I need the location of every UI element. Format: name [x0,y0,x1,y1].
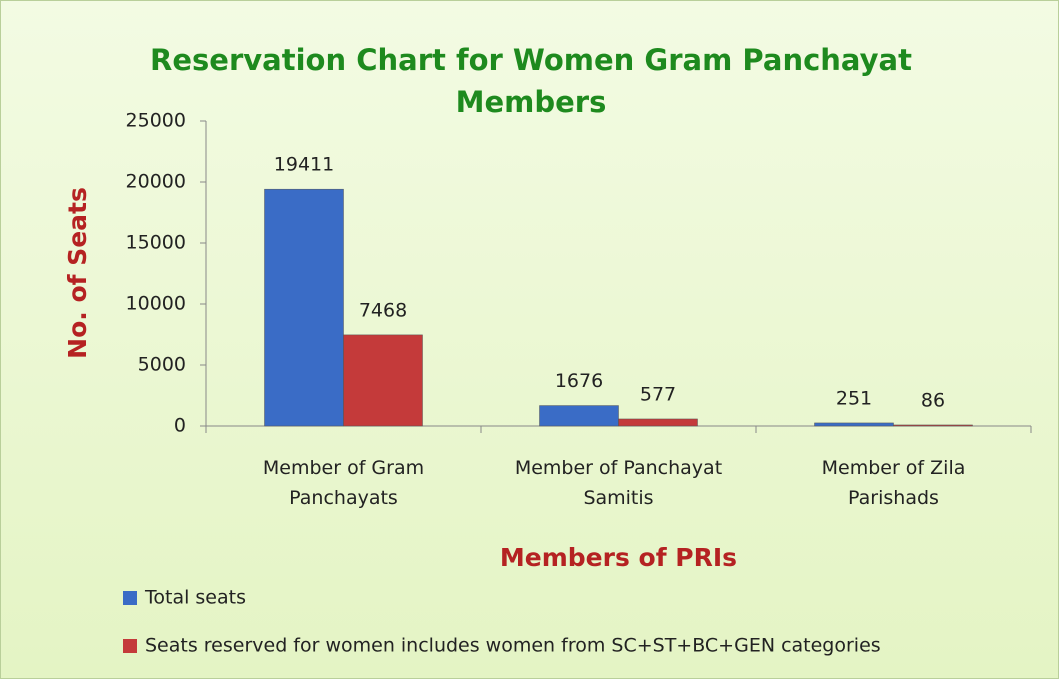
bar [893,424,973,427]
y-tick-label: 20000 [126,171,186,193]
x-tick-label: Member of Gram Panchayats [262,457,425,509]
legend-swatch [123,639,137,653]
legend-label: Total seats [144,587,246,609]
x-tick-label: Member of Panchayat Samitis [514,457,723,509]
bar [539,405,619,427]
bar [814,422,894,427]
value-label: 251 [836,387,872,409]
value-label: 1676 [555,370,603,392]
y-axis-label: No. of Seats [63,187,92,359]
y-tick-label: 15000 [126,232,186,254]
y-tick-label: 5000 [138,354,186,376]
x-tick-label: Member of Zila Parishads [821,457,966,509]
y-tick-label: 25000 [126,110,186,132]
legend-label: Seats reserved for women includes women … [145,635,881,657]
value-label: 86 [921,389,945,411]
y-tick-label: 0 [174,415,186,437]
value-label: 19411 [274,154,334,176]
chart-title: Reservation Chart for Women Gram Panchay… [150,43,912,119]
bar [618,418,698,427]
bar [343,334,423,427]
y-tick-label: 10000 [126,293,186,315]
value-label: 577 [640,383,676,405]
bar [264,188,344,427]
legend-swatch [123,591,137,605]
x-axis-label: Members of PRIs [500,543,737,572]
value-label: 7468 [359,299,407,321]
